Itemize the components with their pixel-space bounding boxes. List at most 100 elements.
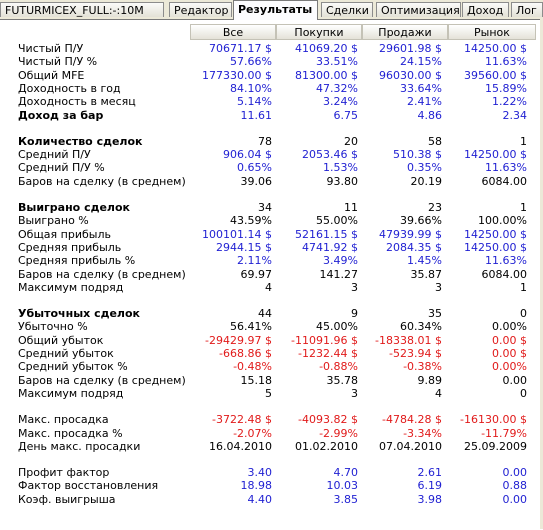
- tab-5[interactable]: Доход: [462, 2, 509, 17]
- tab-bar: FUTURMICEX_FULL:-:10M Редактор Результаты С…: [0, 0, 543, 20]
- row-value-sells: 39.66%: [400, 214, 442, 228]
- row-value-market: 14250.00 $: [464, 42, 527, 55]
- table-row: Коэф. выигрыша 4.40 3.85 3.98 0.00: [0, 493, 543, 506]
- column-header-sells[interactable]: Продажи: [362, 24, 448, 40]
- table-row: Средний П/У 906.04 $ 2053.46 $ 510.38 $ 1425…: [0, 148, 543, 161]
- row-label: Общий убыток: [18, 333, 104, 347]
- table-row: Убыточных сделок 44 9 35 0: [0, 307, 543, 320]
- row-value-buys: 45.00%: [316, 320, 358, 334]
- row-value-all: 69.97: [240, 267, 273, 281]
- row-value-sells: 20.19: [410, 174, 443, 188]
- row-label: Доход за бар: [18, 108, 104, 122]
- row-value-sells: 0.35%: [407, 161, 442, 175]
- column-header-all[interactable]: Все: [190, 24, 276, 40]
- row-label: Баров на сделку (в среднем): [18, 373, 186, 387]
- results-panel: Все Покупки Продажи Рынок Чистый П/У 7067…: [0, 19, 543, 530]
- row-value-all: 2944.15 $: [216, 240, 272, 254]
- row-value-all: 3.40: [247, 466, 273, 480]
- row-label: Максимум подряд: [18, 386, 124, 400]
- row-value-all: 2.11%: [237, 254, 272, 268]
- tab-0[interactable]: FUTURMICEX_FULL:-:10M: [0, 2, 164, 17]
- row-label: Коэф. выигрыша: [18, 492, 116, 506]
- row-value-sells: 3.98: [417, 492, 443, 506]
- column-header-market[interactable]: Рынок: [448, 24, 536, 40]
- table-row: Количество сделок 78 20 58 1: [0, 135, 543, 148]
- row-value-market: 0.00: [502, 466, 528, 480]
- row-value-market: 14250.00 $: [464, 148, 527, 162]
- row-value-market: 6084.00: [481, 267, 528, 281]
- row-value-sells: 47939.99 $: [379, 227, 442, 241]
- table-row: Максимум подряд 4 3 3 1: [0, 281, 543, 294]
- row-value-all: -668.86 $: [219, 347, 272, 360]
- row-value-all: 78: [258, 134, 272, 148]
- table-row: Средняя прибыль 2944.15 $ 4741.92 $ 2084.35…: [0, 241, 543, 254]
- row-label: Убыточных сделок: [18, 307, 141, 321]
- tab-1[interactable]: Редактор: [169, 2, 232, 17]
- table-row: Общий убыток -29429.97 $ -11091.96 $ -18338…: [0, 334, 543, 347]
- row-value-all: -0.48%: [233, 360, 272, 374]
- row-value-sells: -4784.28 $: [382, 413, 442, 427]
- row-value-all: -2.07%: [233, 426, 272, 440]
- row-value-buys: 4.70: [333, 466, 359, 480]
- row-value-sells: 24.15%: [400, 55, 442, 69]
- row-value-market: 0.00%: [492, 320, 527, 334]
- tab-3[interactable]: Сделки: [321, 2, 373, 17]
- row-value-buys: 10.03: [326, 479, 359, 493]
- row-value-sells: 9.89: [417, 373, 443, 387]
- row-value-buys: 55.00%: [316, 214, 358, 228]
- row-label: Макс. просадка %: [18, 426, 123, 440]
- row-label: День макс. просадки: [18, 439, 141, 453]
- row-label: Средняя прибыль %: [18, 254, 136, 268]
- row-value-buys: 6.75: [333, 108, 359, 122]
- row-value-market: 1: [520, 134, 527, 148]
- row-label: Максимум подряд: [18, 280, 124, 294]
- table-row: Средняя прибыль % 2.11% 3.49% 1.45% 11.63%: [0, 254, 543, 267]
- row-value-buys: 35.78: [326, 373, 359, 387]
- row-value-sells: -523.94 $: [389, 347, 442, 360]
- row-value-all: 4: [265, 280, 272, 294]
- row-label: Выиграно %: [18, 214, 89, 228]
- row-value-market: -11.79%: [481, 426, 527, 440]
- row-value-buys: 4741.92 $: [302, 240, 358, 254]
- row-value-all: 34: [258, 201, 272, 214]
- row-value-market: 0.00 $: [492, 333, 527, 347]
- table-row: Выиграно % 43.59% 55.00% 39.66% 100.00%: [0, 214, 543, 227]
- row-value-all: -3722.48 $: [212, 413, 272, 427]
- row-label: Средний убыток %: [18, 360, 128, 374]
- scrollbar[interactable]: [540, 19, 543, 529]
- row-value-market: 25.09.2009: [464, 439, 527, 453]
- table-row: Доходность в год 84.10% 47.32% 33.64% 15.89%: [0, 82, 543, 95]
- row-value-buys: 93.80: [326, 174, 359, 188]
- row-value-all: 100101.14 $: [202, 227, 272, 241]
- row-value-sells: -3.34%: [403, 426, 442, 440]
- table-row: Баров на сделку (в среднем) 39.06 93.80 20.…: [0, 175, 543, 188]
- row-value-market: 100.00%: [478, 214, 527, 228]
- table-row: Макс. просадка % -2.07% -2.99% -3.34% -11.79…: [0, 427, 543, 440]
- row-value-sells: 1.45%: [407, 254, 442, 268]
- table-row: Средний убыток -668.86 $ -1232.44 $ -523.94…: [0, 347, 543, 360]
- row-label: Баров на сделку (в среднем): [18, 174, 186, 188]
- tab-4[interactable]: Оптимизация: [376, 2, 461, 17]
- tab-6[interactable]: Лог: [511, 2, 543, 17]
- row-value-sells: 07.04.2010: [379, 439, 442, 453]
- row-value-all: 5.14%: [237, 95, 272, 109]
- row-label: Выиграно сделок: [18, 201, 131, 214]
- row-value-sells: 6.19: [417, 479, 443, 493]
- table-row: Баров на сделку (в среднем) 15.18 35.78 9.8…: [0, 374, 543, 387]
- row-value-buys: 3.49%: [323, 254, 358, 268]
- row-value-all: 39.06: [240, 174, 273, 188]
- row-value-buys: 41069.20 $: [295, 42, 358, 55]
- table-row: Общий MFE 177330.00 $ 81300.00 $ 96030.00 $…: [0, 69, 543, 82]
- row-value-market: 0: [520, 386, 527, 400]
- row-value-buys: 01.02.2010: [295, 439, 358, 453]
- tab-2[interactable]: Результаты: [233, 0, 318, 20]
- row-value-all: 70671.17 $: [209, 42, 272, 55]
- row-value-buys: 141.27: [319, 267, 359, 281]
- column-header-buys[interactable]: Покупки: [276, 24, 362, 40]
- row-label: Убыточно %: [18, 320, 88, 334]
- row-value-buys: 20: [344, 134, 358, 148]
- row-label: Чистый П/У %: [18, 55, 98, 69]
- row-label: Средний П/У: [18, 148, 91, 162]
- row-value-sells: 2084.35 $: [386, 240, 442, 254]
- table-row: Профит фактор 3.40 4.70 2.61 0.00: [0, 466, 543, 479]
